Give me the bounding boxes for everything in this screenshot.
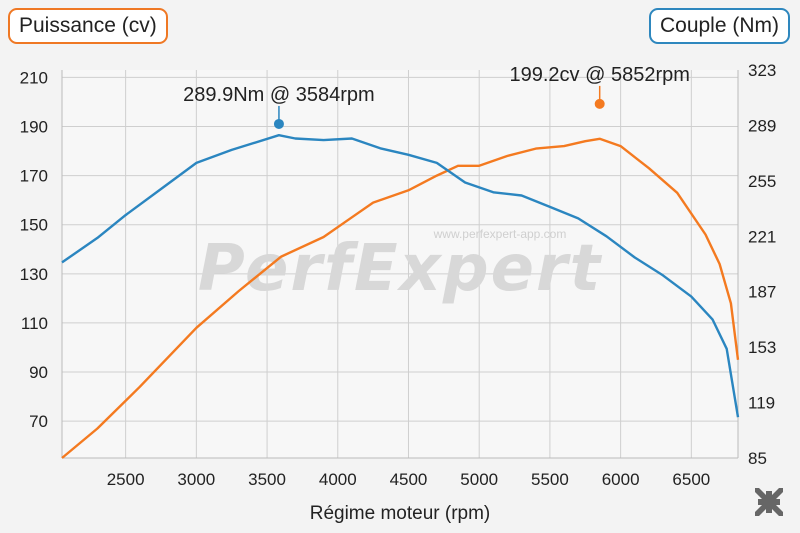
x-tick-label: 6500 xyxy=(672,470,710,489)
power-curve xyxy=(61,137,740,459)
x-tick-label: 6000 xyxy=(602,470,640,489)
right-tick-label: 119 xyxy=(748,394,775,413)
plot-area xyxy=(62,70,738,458)
right-tick-label: 323 xyxy=(748,61,776,80)
gridlines xyxy=(61,70,739,459)
left-tick-label: 110 xyxy=(21,314,48,333)
torque-peak-label: 289.9Nm @ 3584rpm xyxy=(183,84,375,106)
left-axis-ticks: 70 90 110 130 150 170 190 210 xyxy=(20,68,48,431)
left-tick-label: 70 xyxy=(29,412,48,431)
x-tick-label: 3000 xyxy=(177,470,215,489)
torque-axis-badge: Couple (Nm) xyxy=(648,8,790,44)
watermark-logo: PerfExpert xyxy=(198,232,603,306)
torque-peak-marker xyxy=(273,118,284,129)
x-tick-label: 2500 xyxy=(107,470,145,489)
watermark-url: www.perfexpert-app.com xyxy=(433,227,567,241)
right-tick-label: 153 xyxy=(748,338,776,357)
right-tick-label: 289 xyxy=(748,116,776,135)
right-tick-label: 85 xyxy=(748,449,767,468)
left-tick-label: 90 xyxy=(29,363,48,382)
watermark: PerfExpert www.perfexpert-app.com xyxy=(198,227,603,306)
right-axis-ticks: 85 119 153 187 221 255 289 323 xyxy=(748,61,776,468)
right-tick-label: 187 xyxy=(748,283,776,302)
torque-curve xyxy=(61,134,740,418)
x-tick-label: 3500 xyxy=(248,470,286,489)
x-axis-ticks: 2500 3000 3500 4000 4500 5000 5500 6000 6500 xyxy=(107,470,711,489)
left-tick-label: 130 xyxy=(20,265,48,284)
x-tick-label: 4500 xyxy=(390,470,428,489)
right-tick-label: 221 xyxy=(748,227,776,246)
annotations: 289.9Nm @ 3584rpm 199.2cv @ 5852rpm xyxy=(183,64,690,129)
x-tick-label: 5000 xyxy=(460,470,498,489)
left-tick-label: 170 xyxy=(20,167,48,186)
left-tick-label: 150 xyxy=(20,216,48,235)
collapse-arrows-icon[interactable] xyxy=(752,485,786,519)
x-axis-title: Régime moteur (rpm) xyxy=(310,503,491,524)
series-layer xyxy=(61,134,740,459)
power-axis-badge: Puissance (cv) xyxy=(8,8,168,44)
x-tick-label: 4000 xyxy=(319,470,357,489)
left-tick-label: 190 xyxy=(20,117,48,136)
power-peak-marker xyxy=(594,98,605,109)
left-tick-label: 210 xyxy=(20,68,48,87)
x-tick-label: 5500 xyxy=(531,470,569,489)
power-peak-label: 199.2cv @ 5852rpm xyxy=(509,64,689,86)
right-tick-label: 255 xyxy=(748,172,776,191)
